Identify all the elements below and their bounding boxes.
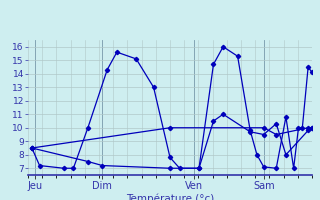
X-axis label: Température (°c): Température (°c) xyxy=(126,193,214,200)
